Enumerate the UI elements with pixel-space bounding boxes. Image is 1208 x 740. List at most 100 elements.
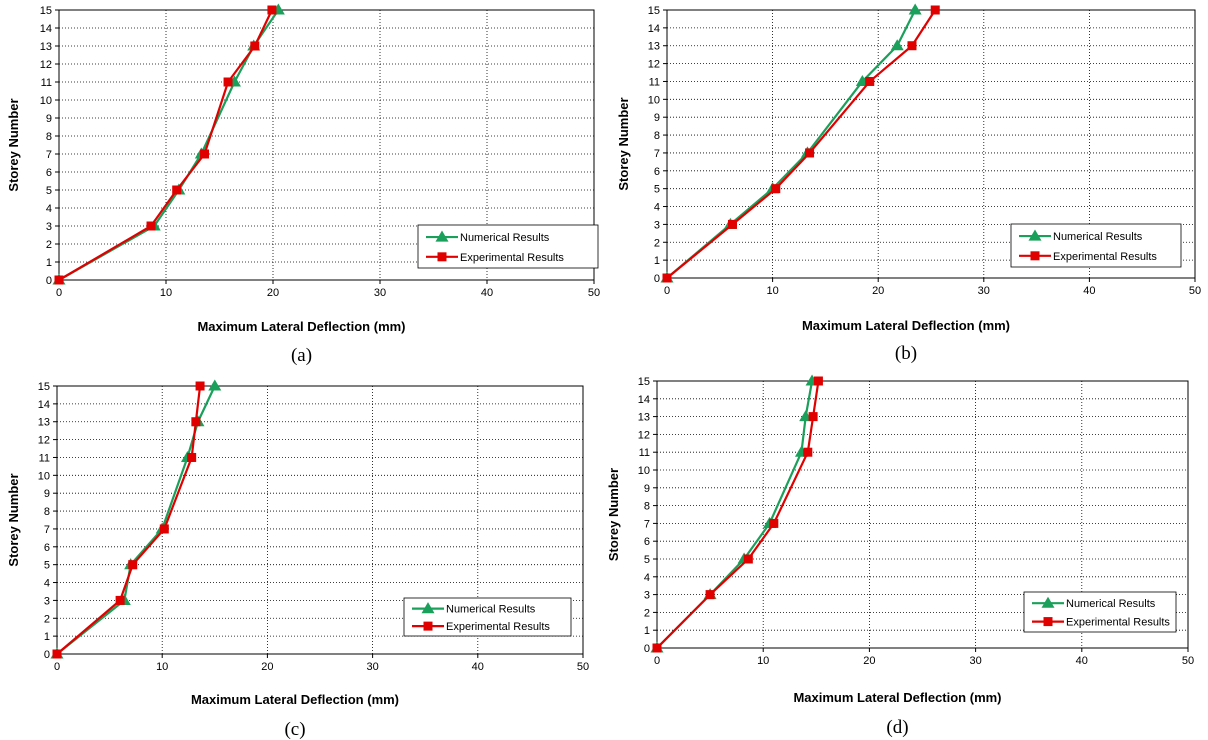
y-axis-title: Storey Number bbox=[6, 473, 21, 566]
y-tick-label: 8 bbox=[644, 501, 650, 513]
y-tick-label: 3 bbox=[644, 590, 650, 602]
x-tick-label: 10 bbox=[757, 655, 769, 667]
x-tick-label: 10 bbox=[156, 661, 168, 673]
y-axis-title: Storey Number bbox=[616, 97, 631, 190]
experimental-series-line bbox=[58, 9, 273, 281]
experimental-data-point bbox=[727, 219, 737, 229]
x-tick-label: 20 bbox=[261, 661, 273, 673]
experimental-data-point bbox=[652, 643, 662, 653]
y-tick-label: 11 bbox=[649, 76, 660, 88]
legend-label: Numerical Results bbox=[1053, 231, 1143, 243]
experimental-data-point bbox=[662, 273, 672, 283]
x-tick-label: 20 bbox=[267, 287, 279, 299]
y-tick-label: 9 bbox=[46, 113, 52, 125]
experimental-data-point bbox=[705, 590, 715, 600]
legend-swatch-marker bbox=[1030, 251, 1040, 261]
experimental-data-point bbox=[146, 221, 156, 231]
y-tick-label: 10 bbox=[648, 94, 660, 106]
legend-swatch-marker bbox=[437, 252, 447, 262]
panel-caption: (d) bbox=[886, 717, 908, 738]
legend: Numerical Results Experimental Results bbox=[1023, 591, 1177, 633]
y-tick-label: 2 bbox=[654, 237, 660, 249]
y-tick-label: 7 bbox=[654, 148, 660, 160]
y-tick-label: 12 bbox=[38, 435, 50, 447]
experimental-data-point bbox=[771, 184, 781, 194]
numerical-data-point bbox=[208, 379, 222, 391]
y-tick-label: 14 bbox=[648, 23, 660, 35]
y-tick-label: 15 bbox=[648, 5, 660, 17]
y-tick-label: 14 bbox=[40, 23, 52, 35]
x-tick-label: 10 bbox=[160, 287, 172, 299]
y-tick-label: 0 bbox=[46, 275, 52, 287]
y-tick-label: 4 bbox=[654, 202, 660, 214]
legend-swatch-marker bbox=[1043, 617, 1053, 627]
y-tick-label: 12 bbox=[40, 59, 52, 71]
y-tick-label: 8 bbox=[654, 130, 660, 142]
experimental-data-point bbox=[191, 417, 201, 427]
experimental-data-point bbox=[223, 77, 233, 87]
legend-label: Numerical Results bbox=[446, 604, 536, 616]
plot-frame bbox=[56, 385, 584, 655]
x-tick-label: 50 bbox=[577, 661, 589, 673]
x-tick-label: 20 bbox=[863, 655, 875, 667]
legend-label: Experimental Results bbox=[460, 252, 564, 264]
x-tick-label: 0 bbox=[56, 287, 62, 299]
y-tick-label: 1 bbox=[44, 631, 50, 643]
legend-label: Experimental Results bbox=[446, 621, 550, 633]
x-axis-title: Maximum Lateral Deflection (mm) bbox=[197, 319, 405, 334]
y-tick-label: 6 bbox=[654, 166, 660, 178]
x-tick-label: 10 bbox=[766, 285, 778, 297]
y-tick-label: 11 bbox=[39, 452, 50, 464]
chart-panel: 0 10 20 30 40 500123456789101112131415Maximum… bbox=[6, 3, 600, 366]
y-axis-title: Storey Number bbox=[6, 98, 21, 191]
experimental-data-point bbox=[805, 148, 815, 158]
y-tick-label: 7 bbox=[644, 518, 650, 530]
y-tick-label: 8 bbox=[44, 506, 50, 518]
plot-frame bbox=[656, 380, 1189, 649]
y-tick-label: 15 bbox=[638, 376, 650, 388]
legend-swatch-marker bbox=[1028, 229, 1042, 241]
x-tick-label: 20 bbox=[872, 285, 884, 297]
y-tick-label: 13 bbox=[648, 41, 660, 53]
chart-panel: 0 10 20 30 40 500123456789101112131415Maximum… bbox=[6, 379, 589, 740]
experimental-data-point bbox=[865, 76, 875, 86]
legend-swatch-marker bbox=[423, 621, 433, 631]
experimental-data-point bbox=[907, 41, 917, 51]
legend-label: Experimental Results bbox=[1053, 251, 1157, 263]
x-tick-label: 30 bbox=[978, 285, 990, 297]
y-tick-label: 10 bbox=[40, 95, 52, 107]
numerical-series-line bbox=[666, 9, 917, 279]
x-tick-label: 0 bbox=[664, 285, 670, 297]
y-tick-label: 0 bbox=[44, 649, 50, 661]
experimental-data-point bbox=[813, 376, 823, 386]
experimental-data-point bbox=[159, 524, 169, 534]
y-tick-label: 13 bbox=[38, 417, 50, 429]
y-tick-label: 4 bbox=[44, 578, 50, 590]
y-tick-label: 4 bbox=[644, 572, 650, 584]
x-tick-label: 50 bbox=[588, 287, 600, 299]
y-tick-label: 13 bbox=[40, 41, 52, 53]
y-tick-label: 1 bbox=[46, 257, 52, 269]
legend: Numerical Results Experimental Results bbox=[403, 597, 572, 637]
experimental-data-point bbox=[52, 649, 62, 659]
experimental-data-point bbox=[250, 41, 260, 51]
experimental-data-point bbox=[128, 560, 138, 570]
y-tick-label: 14 bbox=[38, 399, 50, 411]
experimental-data-point bbox=[172, 185, 182, 195]
x-tick-label: 50 bbox=[1189, 285, 1201, 297]
y-tick-label: 2 bbox=[644, 607, 650, 619]
experimental-data-point bbox=[267, 5, 277, 15]
x-tick-label: 0 bbox=[54, 661, 60, 673]
y-tick-label: 9 bbox=[644, 483, 650, 495]
experimental-data-point bbox=[743, 554, 753, 564]
numerical-data-point bbox=[908, 3, 922, 15]
y-tick-label: 4 bbox=[46, 203, 52, 215]
y-tick-label: 10 bbox=[638, 465, 650, 477]
legend-label: Experimental Results bbox=[1066, 617, 1170, 629]
legend-label: Numerical Results bbox=[460, 232, 550, 244]
y-tick-label: 6 bbox=[644, 536, 650, 548]
y-tick-label: 12 bbox=[648, 59, 660, 71]
y-tick-label: 2 bbox=[44, 613, 50, 625]
experimental-series-line bbox=[56, 385, 202, 655]
